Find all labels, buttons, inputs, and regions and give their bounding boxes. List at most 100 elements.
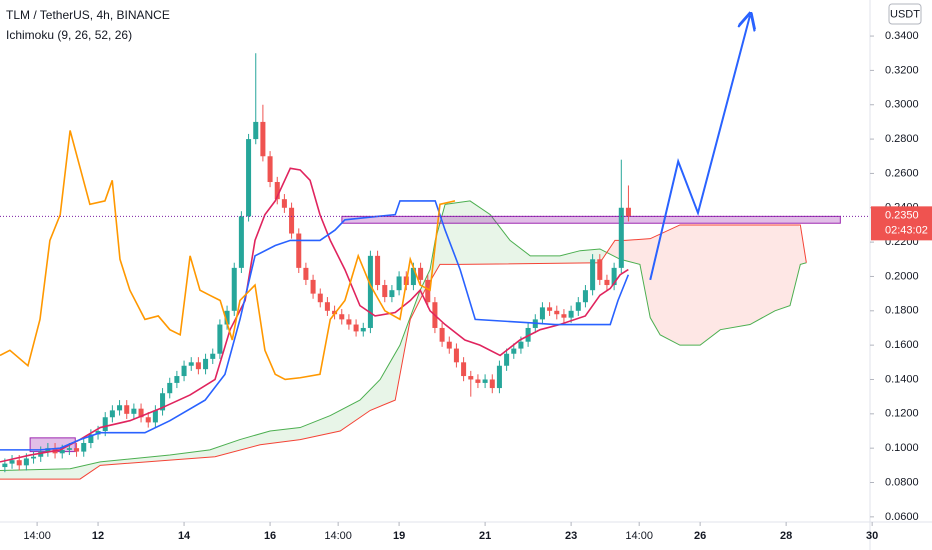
- x-tick-label: 14:00: [324, 530, 352, 542]
- indicator-label: Ichimoku (9, 26, 52, 26): [6, 28, 132, 42]
- candle-body: [145, 417, 151, 423]
- candle-body: [489, 379, 495, 389]
- cloud-fill: [607, 224, 807, 346]
- candle-body: [582, 290, 588, 303]
- candle-body: [217, 324, 223, 354]
- y-tick-label: 0.2800: [885, 133, 919, 145]
- candle-body: [482, 379, 488, 383]
- candle-body: [281, 199, 287, 208]
- candle-body: [81, 443, 87, 452]
- candle-body: [525, 327, 531, 342]
- candle-body: [31, 456, 37, 459]
- last-price-tag: [871, 206, 932, 241]
- chart-title: TLM / TetherUS, 4h, BINANCE: [6, 8, 170, 22]
- candle-body: [296, 233, 302, 268]
- candle-body: [568, 310, 574, 318]
- candle-body: [160, 393, 166, 411]
- y-tick-label: 0.3400: [885, 30, 919, 42]
- candle-body: [518, 341, 524, 349]
- unit-label: USDT: [890, 8, 920, 20]
- candle-body: [303, 267, 309, 280]
- candle-body: [289, 207, 295, 234]
- x-tick-label: 12: [92, 530, 104, 542]
- candle-body: [203, 358, 209, 370]
- candle-body: [238, 216, 244, 268]
- unit-box: [888, 3, 922, 25]
- ichimoku-line: [0, 130, 456, 381]
- candle-body: [188, 362, 194, 366]
- y-tick-label: 0.1000: [885, 442, 919, 454]
- x-tick-label: 30: [866, 530, 878, 542]
- candle-body: [9, 460, 15, 464]
- x-tick-label: 23: [565, 530, 577, 542]
- candle-body: [353, 324, 359, 332]
- candle-body: [367, 255, 373, 328]
- candle-body: [102, 417, 108, 431]
- candle-body: [446, 341, 452, 349]
- candle-body: [124, 405, 130, 414]
- candle-body: [339, 314, 345, 320]
- candle-body: [109, 410, 115, 418]
- x-tick-label: 14: [178, 530, 191, 542]
- candle-body: [210, 353, 216, 359]
- candle-body: [253, 121, 259, 140]
- candle-body: [181, 365, 187, 377]
- y-tick-label: 0.1400: [885, 373, 919, 385]
- candle-body: [59, 449, 65, 454]
- candle-body: [468, 376, 474, 380]
- candle-body: [260, 121, 266, 157]
- candle-body: [453, 348, 459, 363]
- candle-body: [324, 302, 330, 311]
- last-price-label: 0.2350: [885, 209, 919, 221]
- candle-body: [375, 255, 381, 286]
- x-tick-label: 21: [479, 530, 491, 542]
- candle-body: [346, 319, 352, 325]
- candle-body: [74, 448, 80, 452]
- highlight-box: [341, 215, 841, 224]
- candle-body: [382, 285, 388, 298]
- candle-body: [575, 302, 581, 311]
- candle-body: [195, 362, 201, 370]
- candle-body: [461, 362, 467, 377]
- y-tick-label: 0.2600: [885, 167, 919, 179]
- y-tick-label: 0.1200: [885, 408, 919, 420]
- candle-body: [117, 405, 123, 411]
- x-tick-label: 19: [393, 530, 405, 542]
- candle-body: [410, 267, 416, 286]
- candle-body: [590, 259, 596, 291]
- candle-body: [332, 310, 338, 315]
- candle-body: [152, 410, 158, 423]
- candle-body: [496, 365, 502, 389]
- candle-body: [167, 382, 173, 394]
- candle-body: [439, 327, 445, 342]
- candle-body: [131, 408, 137, 414]
- candle-body: [597, 259, 603, 280]
- x-tick-label: 26: [694, 530, 706, 542]
- plot-area: [0, 53, 870, 480]
- candle-body: [224, 310, 230, 325]
- candle-body: [88, 434, 94, 444]
- y-tick-label: 0.3200: [885, 64, 919, 76]
- candle-body: [66, 448, 72, 450]
- countdown-label: 02:43:02: [885, 224, 928, 236]
- candle-body: [625, 207, 631, 217]
- y-tick-label: 0.0800: [885, 476, 919, 488]
- candle-body: [618, 207, 624, 268]
- candle-body: [504, 353, 510, 366]
- x-tick-label: 14:00: [23, 530, 51, 542]
- candle-body: [561, 314, 567, 318]
- ichimoku-line: [0, 167, 629, 463]
- y-tick-label: 0.1800: [885, 305, 919, 317]
- candle-body: [174, 376, 180, 383]
- x-tick-label: 16: [264, 530, 276, 542]
- candle-body: [16, 460, 22, 466]
- candle-body: [604, 279, 610, 286]
- y-tick-label: 0.1600: [885, 339, 919, 351]
- candle-body: [396, 276, 402, 291]
- candle-body: [511, 348, 517, 354]
- candle-body: [138, 408, 144, 418]
- candle-body: [310, 279, 316, 294]
- candle-body: [274, 182, 280, 200]
